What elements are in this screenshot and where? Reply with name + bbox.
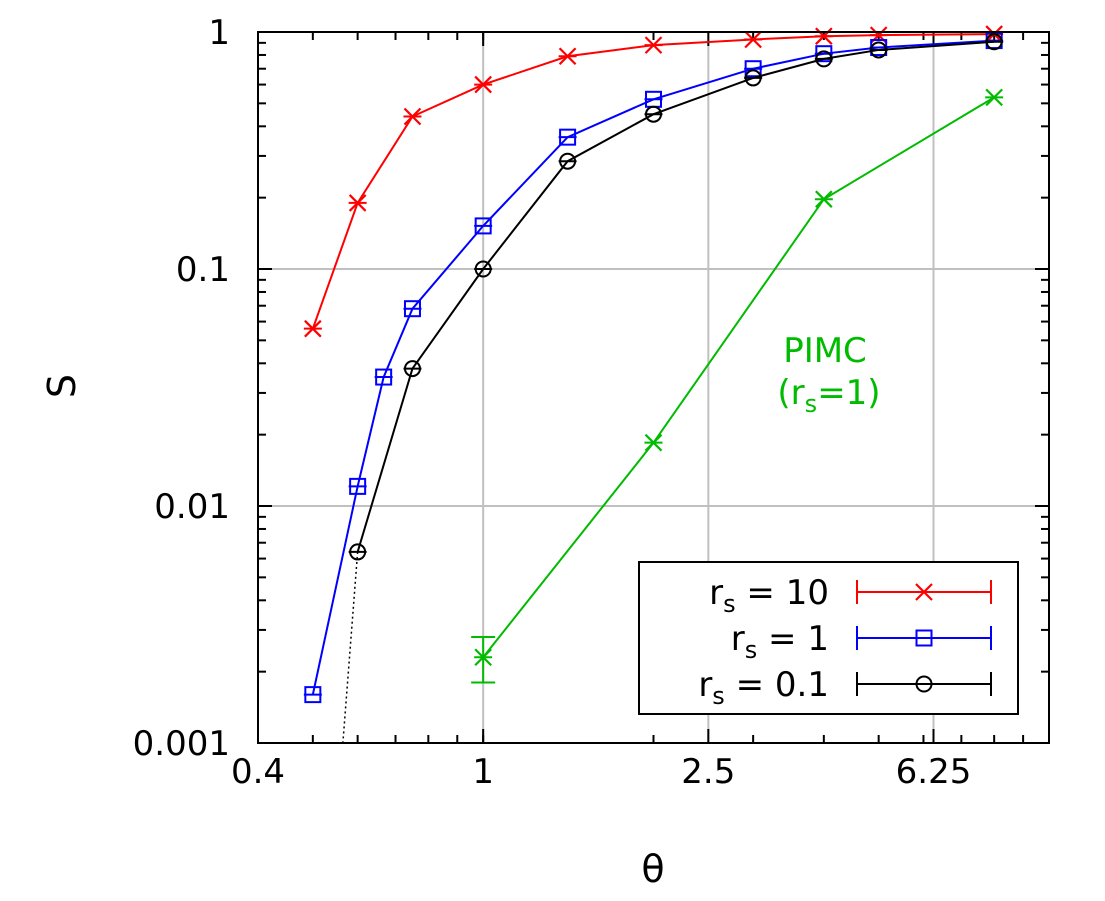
- y-tick-label: 0.1: [176, 250, 230, 290]
- legend-label: rs = 1: [731, 619, 829, 664]
- legend-label: rs = 10: [709, 573, 829, 618]
- x-tick-label: 6.25: [896, 752, 972, 792]
- series-layer: [303, 25, 1004, 704]
- annotation-line1: PIMC: [783, 331, 867, 371]
- legend-label: rs = 0.1: [698, 665, 829, 710]
- series-r-s-1: [303, 32, 1004, 704]
- series-line: [311, 33, 995, 330]
- y-axis-title: S: [40, 374, 84, 398]
- tick-labels: 0.4 1 2.5 6.25 0.001 0.01 0.1 1: [133, 13, 972, 792]
- legend-entry: rs = 1: [731, 619, 992, 664]
- series-pimc-r-s-1-: [471, 88, 1004, 684]
- y-tick-label: 0.01: [154, 487, 230, 527]
- x-tick-label: 0.4: [231, 752, 285, 792]
- plot-frame: [257, 31, 1050, 744]
- series-line: [482, 96, 995, 658]
- y-tick-label: 1: [208, 13, 230, 53]
- pimc-annotation: PIMC (rs=1): [777, 331, 880, 418]
- annotation-line2: (rs=1): [777, 373, 880, 418]
- legend-entry: rs = 10: [709, 573, 992, 618]
- x-tick-label: 1: [472, 752, 494, 792]
- grid: [258, 32, 1049, 743]
- series-r-s-0-1: [348, 33, 1004, 561]
- extrapolation-line: [342, 551, 359, 744]
- x-tick-label: 2.5: [681, 752, 735, 792]
- extrapolation-segment: [342, 551, 359, 744]
- y-tick-label: 0.001: [133, 724, 230, 764]
- legend-entry: rs = 0.1: [698, 665, 992, 710]
- x-axis-title: θ: [641, 847, 664, 891]
